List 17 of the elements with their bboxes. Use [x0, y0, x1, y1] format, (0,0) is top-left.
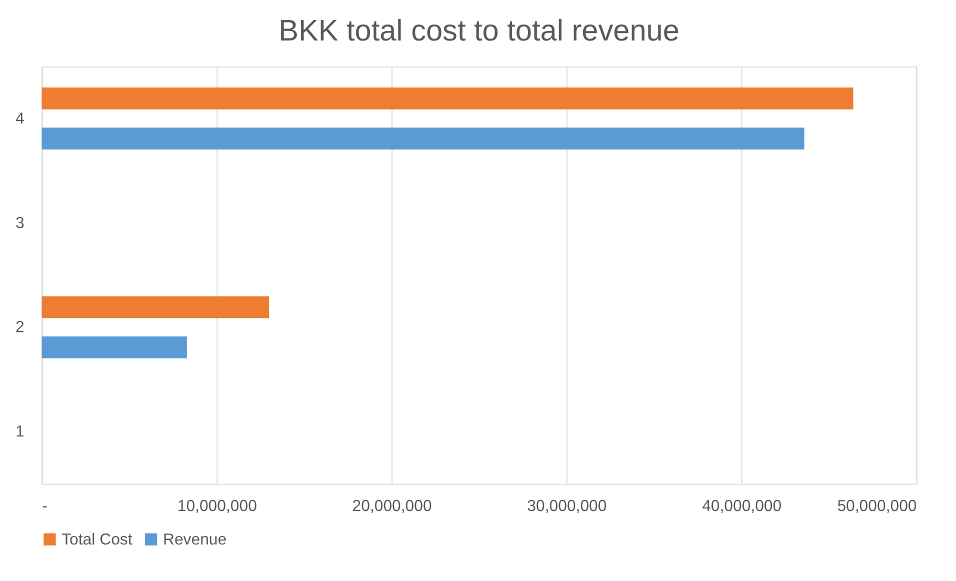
x-tick-label: 40,000,000	[702, 498, 782, 516]
x-tick-label: 20,000,000	[352, 498, 432, 516]
y-tick-label: 2	[16, 319, 25, 336]
y-tick-label: 3	[16, 214, 25, 232]
x-tick-label: 50,000,000	[837, 498, 917, 516]
legend-label: Total Cost	[62, 531, 133, 548]
bar	[42, 88, 854, 110]
bar	[42, 128, 804, 150]
y-tick-label: 4	[16, 110, 25, 128]
legend-label: Revenue	[162, 531, 227, 548]
x-tick-label: 30,000,000	[527, 498, 607, 516]
bar	[42, 336, 187, 358]
chart-title: BKK total cost to total revenue	[278, 14, 680, 48]
y-tick-label: 1	[16, 424, 25, 441]
x-tick-label: 10,000,000	[177, 498, 258, 516]
bar	[42, 296, 270, 318]
x-tick-label: -	[42, 498, 48, 516]
